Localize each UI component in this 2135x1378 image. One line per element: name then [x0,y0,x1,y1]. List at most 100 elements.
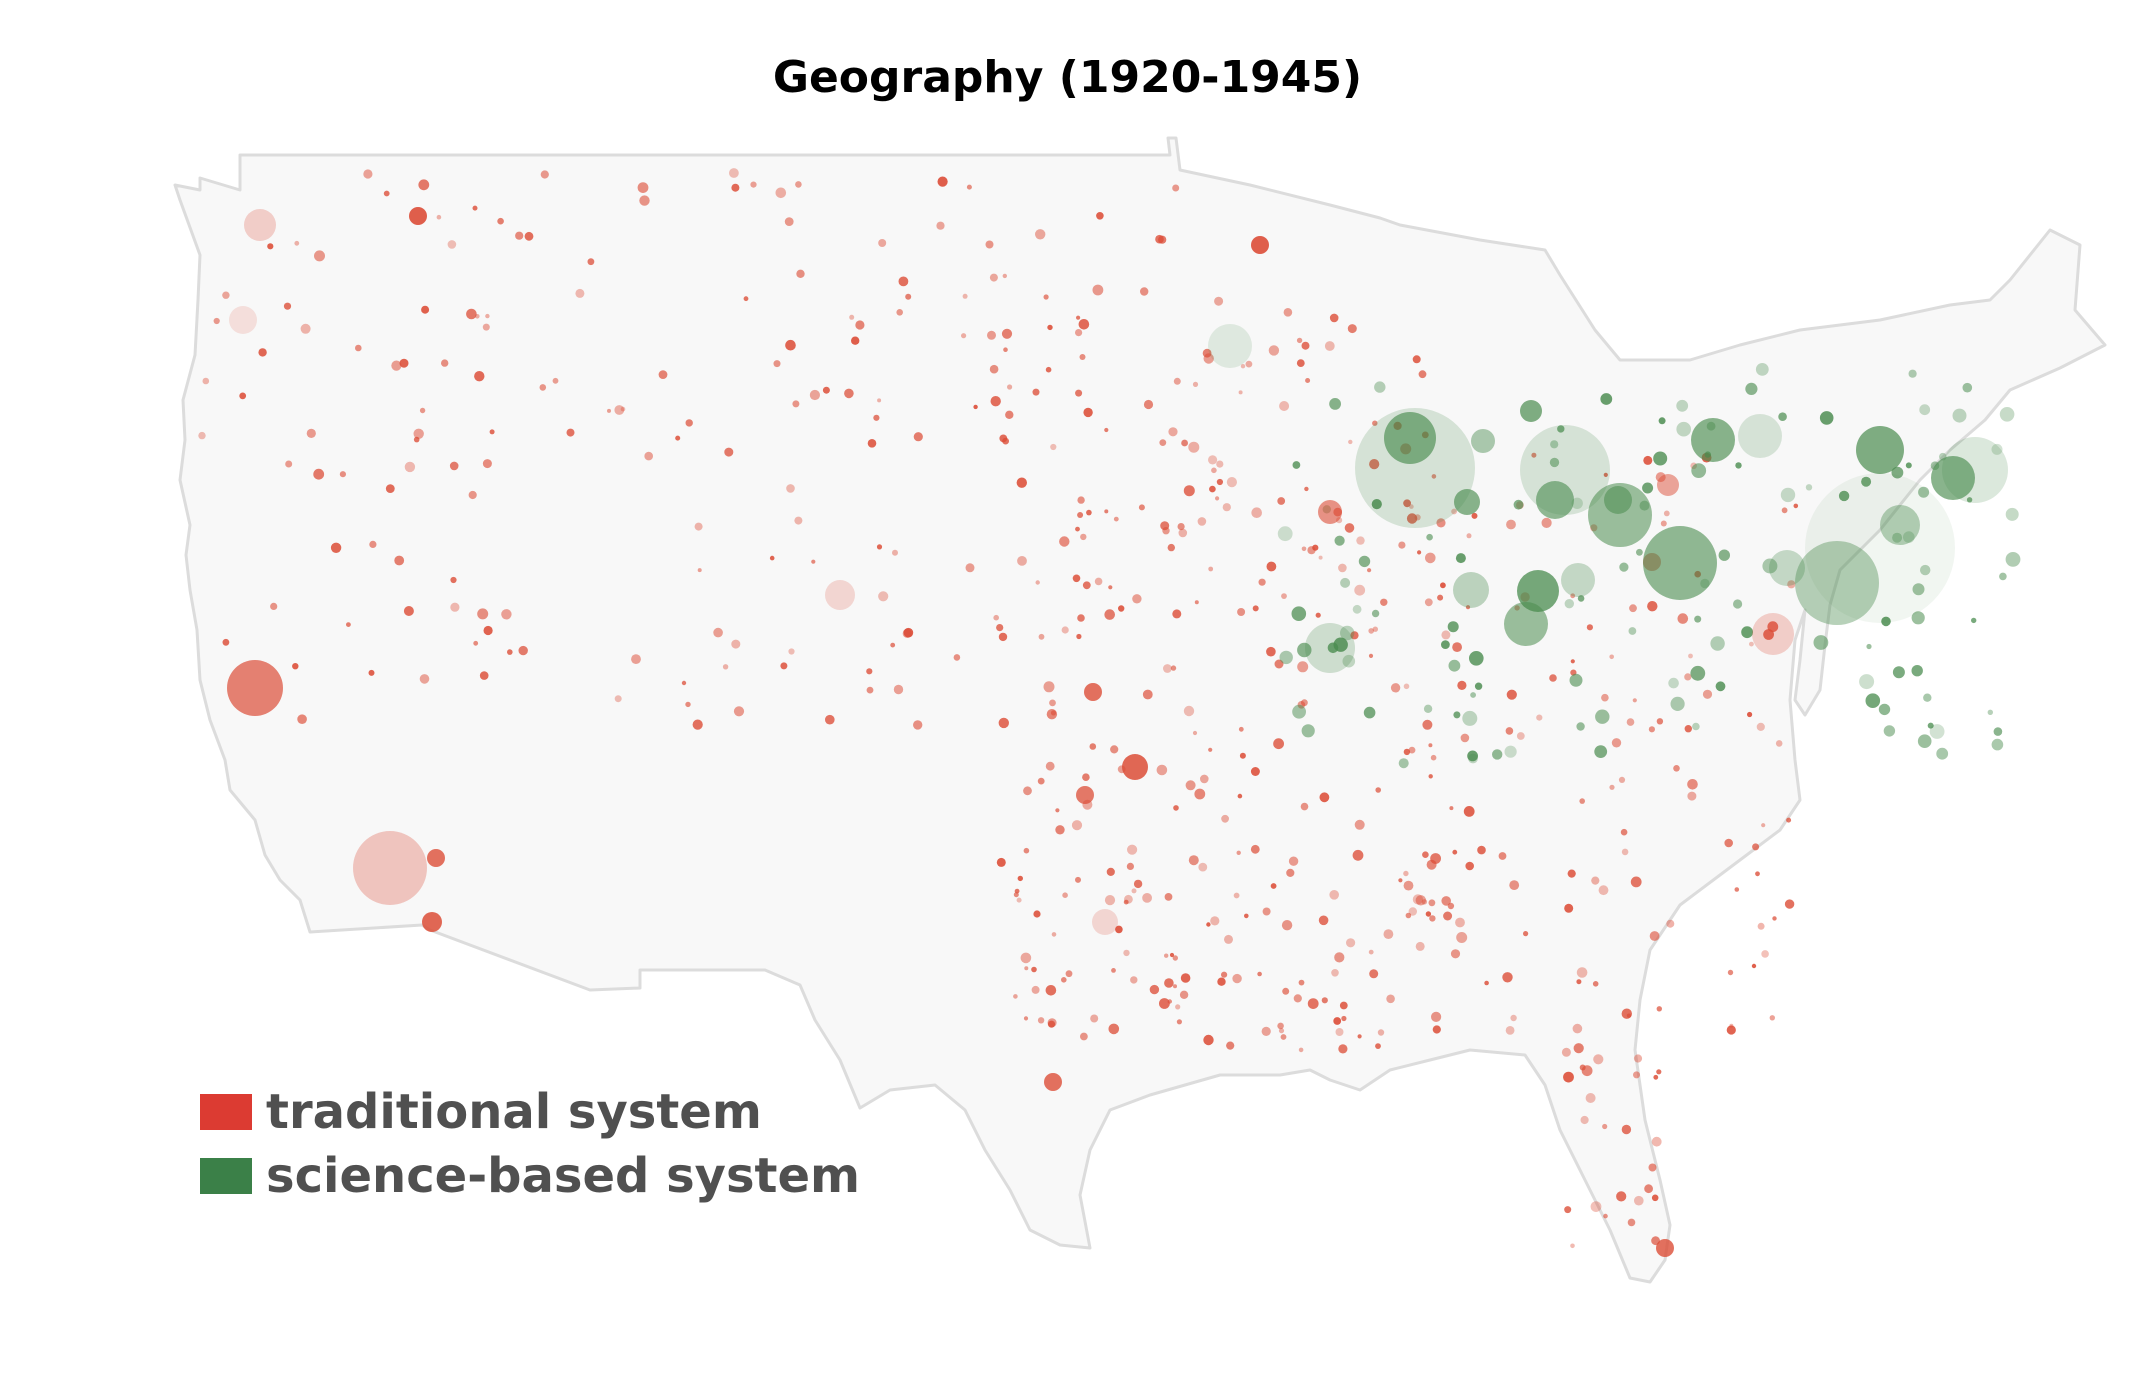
institution-dot [1013,994,1018,999]
institution-dot [876,544,883,550]
institution-dot [878,239,887,247]
institution-dot [1424,598,1433,607]
institution-dot [1769,1015,1776,1021]
institution-dot [1710,636,1725,651]
institution-dot [1571,497,1583,509]
institution-dot [1384,412,1436,464]
institution-dot [1237,793,1243,799]
institution-dot [1209,485,1216,493]
institution-dot [1398,541,1406,549]
institution-dot [1268,345,1280,356]
institution-dot [1621,1124,1632,1135]
institution-dot [1762,558,1778,574]
institution-dot [383,190,390,197]
institution-dot [1113,516,1119,522]
institution-dot [222,291,230,299]
institution-dot [1455,553,1466,564]
institution-dot [1061,977,1067,983]
institution-dot [1428,743,1433,748]
institution-dot [1031,966,1037,973]
institution-dot [998,717,1009,729]
institution-dot [1633,1054,1643,1063]
institution-dot [1469,651,1484,666]
institution-dot [1270,883,1277,889]
map-title: Geography (1920-1945) [772,52,1363,103]
institution-dot [1549,674,1557,682]
institution-dot [1016,477,1027,488]
institution-dot [1772,916,1777,921]
institution-dot [1013,892,1019,898]
institution-dot [913,432,923,442]
institution-dot [399,358,409,368]
institution-dot [1504,602,1548,646]
legend-label-traditional: traditional system [266,1084,762,1140]
institution-dot [1142,689,1153,700]
institution-dot [1727,969,1734,976]
institution-dot [1324,341,1335,351]
institution-dot [1423,704,1433,713]
institution-dot [1076,315,1081,320]
institution-dot [1604,486,1632,514]
institution-dot [1440,582,1446,589]
institution-dot [1334,952,1345,963]
institution-dot [1062,892,1068,898]
institution-dot [1238,390,1243,395]
institution-dot [1037,1017,1045,1024]
institution-dot [620,406,626,412]
institution-dot [1123,949,1130,957]
institution-dot [474,371,485,382]
institution-dot [1999,572,2007,581]
institution-dot [1715,681,1726,692]
institution-dot [1240,364,1246,369]
institution-dot [483,625,493,636]
institution-dot [497,217,504,225]
institution-dot [2005,552,2021,567]
institution-dot [1338,1044,1348,1054]
institution-dot [1084,683,1102,701]
institution-dot [1090,1014,1099,1023]
institution-dot [1194,600,1199,605]
institution-dot [1266,646,1276,657]
institution-dot [1301,699,1308,707]
institution-dot [1045,366,1052,373]
institution-dot [1819,411,1834,425]
institution-dot [1660,520,1667,527]
institution-dot [1447,902,1455,910]
institution-dot [775,187,787,199]
institution-dot [729,168,739,178]
institution-dot [1333,637,1348,652]
institution-dot [1300,802,1309,811]
institution-dot [1071,820,1083,831]
institution-dot [1035,229,1046,240]
institution-dot [795,181,802,188]
institution-dot [1238,726,1244,732]
institution-dot [1908,369,1917,378]
institution-dot [1020,952,1032,964]
institution-dot [1962,382,1973,393]
institution-dot [996,624,1004,632]
institution-dot [1283,308,1293,317]
institution-dot [1208,747,1213,752]
institution-dot [1164,978,1174,988]
institution-dot [306,428,316,438]
institution-dot [769,555,775,561]
institution-dot [1576,967,1588,978]
institution-dot [1513,499,1524,510]
institution-dot [1159,439,1167,446]
institution-dot [985,240,994,249]
institution-dot [1903,531,1915,543]
institution-dot [1321,997,1328,1004]
institution-dot [1755,871,1760,877]
institution-dot [1769,550,1805,586]
institution-dot [1045,761,1055,771]
institution-dot [1279,401,1290,411]
institution-dot [1428,774,1433,779]
institution-dot [575,288,585,298]
institution-dot [1572,1023,1583,1034]
institution-dot [1352,604,1362,614]
institution-dot [1403,683,1410,690]
institution-dot [1286,868,1295,878]
institution-dot [1649,931,1660,941]
institution-dot [1668,677,1679,689]
institution-dot [1356,536,1365,545]
